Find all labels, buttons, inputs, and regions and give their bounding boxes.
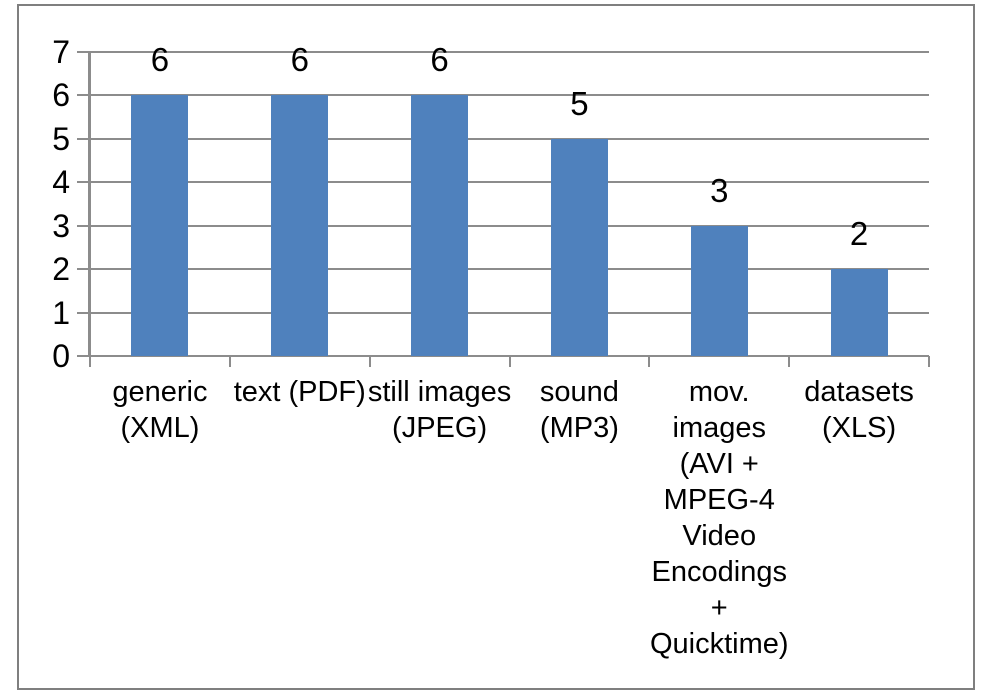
x-axis-tick <box>228 356 231 367</box>
y-tick-label: 1 <box>52 294 70 331</box>
category-label: generic (XML) <box>112 376 208 444</box>
gridline <box>90 137 929 140</box>
category-label: sound (MP3) <box>539 376 619 444</box>
y-axis-line <box>88 52 91 356</box>
bar <box>830 269 888 356</box>
data-label: 6 <box>150 41 170 79</box>
y-tick-label: 7 <box>52 34 70 70</box>
x-axis-tick <box>89 356 91 367</box>
x-axis-tick <box>368 356 371 367</box>
data-label: 6 <box>430 41 449 79</box>
data-label: 2 <box>849 215 869 253</box>
gridline <box>90 268 929 271</box>
category-label: text (PDF) <box>233 376 366 408</box>
gridline <box>90 51 929 53</box>
category-label: datasets (XLS) <box>804 376 914 444</box>
bar <box>690 225 748 356</box>
x-axis-tick <box>648 356 651 367</box>
bar <box>131 95 189 356</box>
bar <box>411 95 469 356</box>
y-axis-tick <box>77 311 91 314</box>
gridline <box>90 181 929 184</box>
x-axis-tick <box>508 356 511 367</box>
x-axis-tick <box>928 356 930 367</box>
category-label: still images (JPEG) <box>367 376 512 444</box>
y-axis-tick <box>77 224 91 227</box>
plot-area: 0 1 2 3 4 5 6 7 6 generic (XML) 6 text (PDF) 6 still … <box>52 34 930 660</box>
y-axis-tick <box>77 268 91 271</box>
x-axis-tick <box>788 356 791 367</box>
y-tick-label: 3 <box>52 207 70 244</box>
gridline <box>90 311 929 314</box>
y-tick-label: 6 <box>52 77 70 114</box>
y-tick-label: 0 <box>52 338 70 374</box>
y-axis-tick <box>77 94 91 97</box>
y-axis-tick <box>77 181 91 184</box>
y-axis-tick <box>77 355 91 357</box>
y-tick-label: 4 <box>52 164 70 201</box>
y-axis-tick <box>77 51 91 53</box>
gridline <box>90 94 929 97</box>
data-label: 5 <box>570 84 589 122</box>
bar <box>271 95 329 356</box>
category-label: mov. images (AVI + MPEG-4 Video Encoding… <box>649 376 789 660</box>
y-tick-label: 2 <box>52 251 70 288</box>
y-tick-label: 5 <box>52 120 70 157</box>
data-label: 6 <box>290 41 309 79</box>
y-axis-tick <box>77 137 91 140</box>
gridline <box>90 224 929 227</box>
data-label: 3 <box>710 171 729 209</box>
bar <box>550 138 608 356</box>
